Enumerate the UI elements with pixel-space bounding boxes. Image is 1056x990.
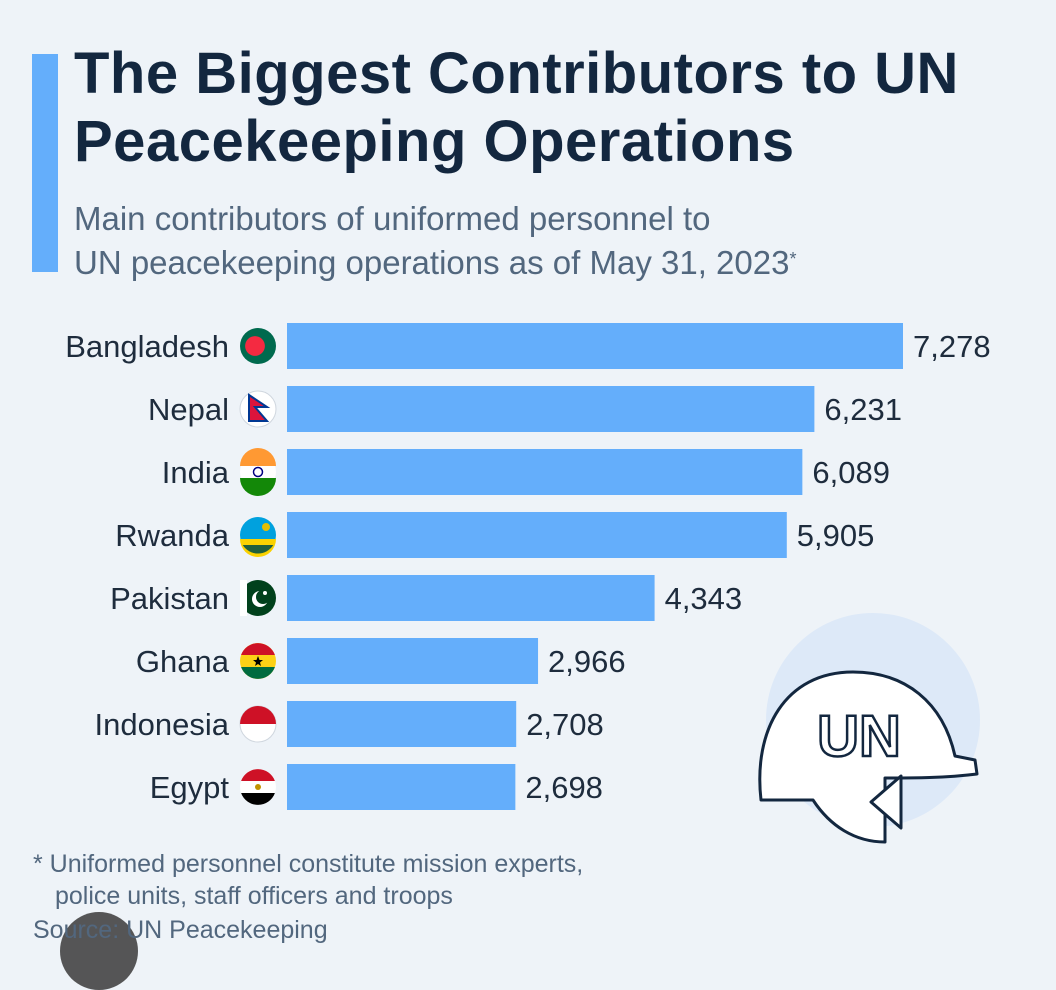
- bar: [287, 575, 655, 621]
- source-label: Source: UN Peacekeeping: [33, 916, 328, 944]
- bar: [287, 386, 815, 432]
- value-label: 6,089: [812, 455, 890, 490]
- bar: [287, 701, 517, 747]
- bangladesh-flag-icon: [240, 328, 276, 364]
- pakistan-flag-icon: [240, 580, 276, 616]
- subtitle-line-2: UN peacekeeping operations as of May 31,…: [74, 244, 790, 281]
- bar: [287, 323, 903, 369]
- bar: [287, 449, 803, 495]
- subtitle-footnote-mark: *: [789, 249, 797, 269]
- value-label: 7,278: [913, 329, 991, 364]
- chart-title: The Biggest Contributors to UN Peacekeep…: [74, 41, 959, 174]
- footnote-line-2: police units, staff officers and troops: [55, 882, 453, 910]
- category-label: India: [162, 455, 230, 490]
- footnote: * Uniformed personnel constitute mission…: [33, 848, 733, 912]
- chart-subtitle: Main contributors of uniformed personnel…: [74, 197, 974, 285]
- value-label: 6,231: [824, 392, 902, 427]
- ghana-flag-icon: [240, 643, 276, 679]
- bar-chart: Bangladesh 7,278 Nepal 6,231 India 6,089 Rwand…: [65, 323, 991, 810]
- category-label: Nepal: [148, 392, 229, 427]
- egypt-flag-icon: [240, 769, 276, 805]
- footnote-line-1: * Uniformed personnel constitute mission…: [33, 850, 584, 878]
- bar: [287, 638, 539, 684]
- un-helmet-icon: UN: [758, 613, 980, 844]
- value-label: 2,708: [526, 707, 604, 742]
- category-label: Indonesia: [95, 707, 230, 742]
- helmet-un-label: UN: [817, 704, 901, 769]
- helmet-strap-triangle: [869, 774, 903, 830]
- value-label: 2,966: [548, 644, 626, 679]
- title-accent-bar: [32, 54, 58, 272]
- rwanda-flag-icon: [240, 517, 276, 557]
- helmet-shape: [758, 670, 979, 844]
- value-label: 4,343: [665, 581, 743, 616]
- bar: [287, 764, 516, 810]
- category-label: Rwanda: [115, 518, 229, 553]
- nepal-flag-icon: [239, 390, 277, 428]
- value-label: 5,905: [797, 518, 875, 553]
- subtitle-line-1: Main contributors of uniformed personnel…: [74, 200, 711, 237]
- bar: [287, 512, 787, 558]
- value-label: 2,698: [525, 770, 603, 805]
- category-label: Egypt: [150, 770, 230, 805]
- indonesia-flag-icon: [239, 705, 277, 743]
- category-label: Pakistan: [110, 581, 229, 616]
- category-label: Bangladesh: [65, 329, 229, 364]
- india-flag-icon: [240, 448, 276, 496]
- category-label: Ghana: [136, 644, 230, 679]
